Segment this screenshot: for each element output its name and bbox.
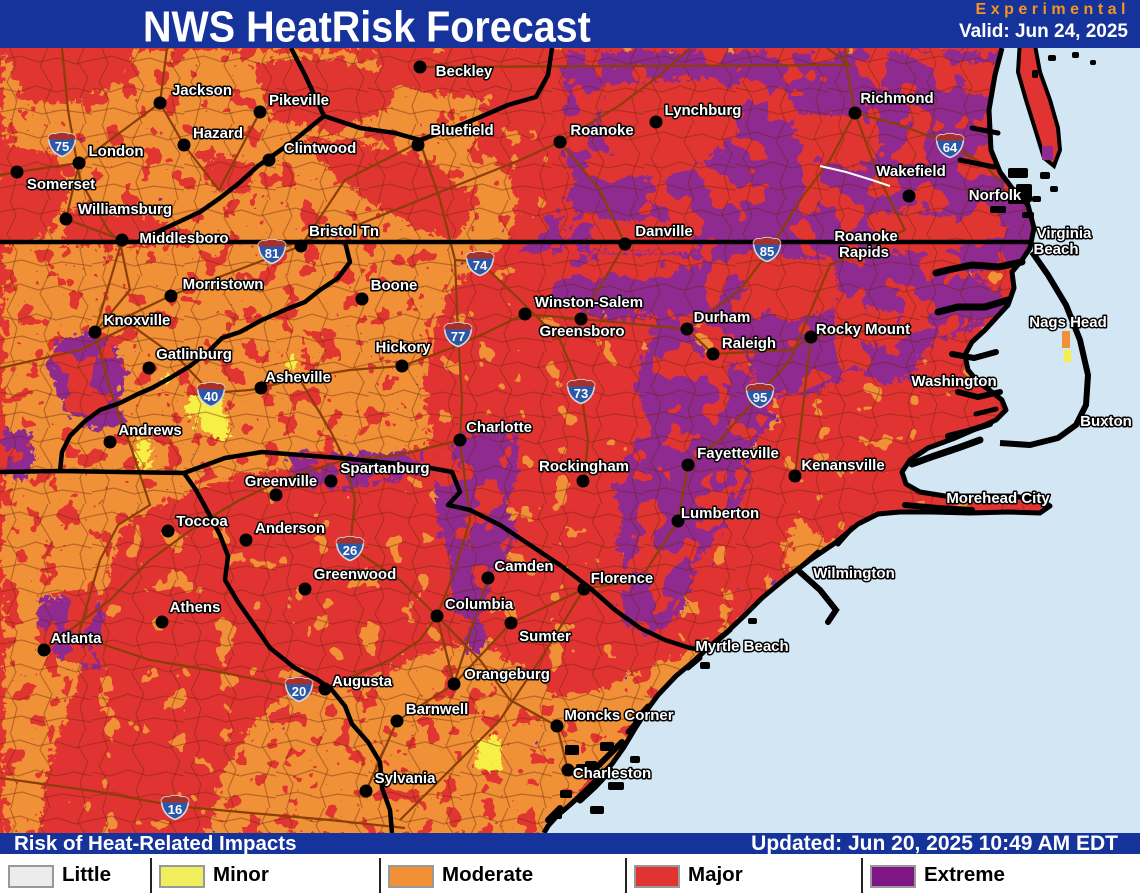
svg-text:Atlanta: Atlanta bbox=[51, 630, 102, 647]
svg-text:Jackson: Jackson bbox=[172, 82, 232, 99]
svg-text:Durham: Durham bbox=[694, 309, 751, 326]
svg-text:20: 20 bbox=[292, 684, 306, 699]
svg-text:Wakefield: Wakefield bbox=[876, 163, 945, 180]
svg-text:Anderson: Anderson bbox=[255, 520, 325, 537]
svg-text:Beckley: Beckley bbox=[436, 63, 493, 80]
svg-text:Charleston: Charleston bbox=[573, 765, 651, 782]
svg-text:Danville: Danville bbox=[635, 223, 693, 240]
svg-text:85: 85 bbox=[760, 244, 774, 259]
svg-text:75: 75 bbox=[55, 139, 69, 154]
svg-text:Wilmington: Wilmington bbox=[813, 565, 895, 582]
svg-text:Sumter: Sumter bbox=[519, 628, 571, 645]
svg-text:Myrtle Beach: Myrtle Beach bbox=[695, 638, 788, 655]
svg-text:Roanoke: Roanoke bbox=[834, 228, 897, 245]
svg-text:Rocky Mount: Rocky Mount bbox=[816, 321, 910, 338]
svg-text:Bluefield: Bluefield bbox=[430, 122, 493, 139]
svg-text:74: 74 bbox=[473, 258, 488, 273]
svg-text:Buxton: Buxton bbox=[1080, 413, 1132, 430]
svg-text:Fayetteville: Fayetteville bbox=[697, 445, 779, 462]
svg-text:Lynchburg: Lynchburg bbox=[665, 102, 742, 119]
svg-text:Middlesboro: Middlesboro bbox=[139, 230, 228, 247]
svg-text:Morehead City: Morehead City bbox=[946, 490, 1050, 507]
svg-text:Sylvania: Sylvania bbox=[375, 770, 437, 787]
svg-text:Greensboro: Greensboro bbox=[539, 323, 624, 340]
svg-text:Andrews: Andrews bbox=[118, 422, 181, 439]
svg-text:Roanoke: Roanoke bbox=[570, 122, 633, 139]
svg-text:Morristown: Morristown bbox=[183, 276, 264, 293]
svg-text:Charlotte: Charlotte bbox=[466, 419, 532, 436]
svg-text:Knoxville: Knoxville bbox=[104, 312, 171, 329]
svg-text:Rapids: Rapids bbox=[839, 244, 889, 261]
svg-text:40: 40 bbox=[204, 389, 218, 404]
svg-text:95: 95 bbox=[753, 390, 767, 405]
svg-text:Greenville: Greenville bbox=[245, 473, 318, 490]
svg-text:London: London bbox=[89, 143, 144, 160]
svg-text:Hickory: Hickory bbox=[375, 339, 431, 356]
svg-text:Pikeville: Pikeville bbox=[269, 92, 329, 109]
svg-text:Rockingham: Rockingham bbox=[539, 458, 629, 475]
svg-text:Clintwood: Clintwood bbox=[284, 140, 356, 157]
svg-text:Orangeburg: Orangeburg bbox=[464, 666, 550, 683]
svg-text:Athens: Athens bbox=[170, 599, 221, 616]
svg-text:Washington: Washington bbox=[911, 373, 996, 390]
svg-text:Gatlinburg: Gatlinburg bbox=[156, 346, 232, 363]
svg-text:Somerset: Somerset bbox=[27, 176, 95, 193]
svg-text:Spartanburg: Spartanburg bbox=[340, 460, 429, 477]
svg-text:77: 77 bbox=[451, 329, 465, 344]
svg-text:Norfolk: Norfolk bbox=[969, 187, 1022, 204]
svg-text:Williamsburg: Williamsburg bbox=[78, 201, 172, 218]
svg-text:Asheville: Asheville bbox=[265, 369, 331, 386]
svg-text:Columbia: Columbia bbox=[445, 596, 514, 613]
svg-text:Toccoa: Toccoa bbox=[176, 513, 228, 530]
svg-text:Barnwell: Barnwell bbox=[406, 701, 469, 718]
svg-text:16: 16 bbox=[168, 802, 182, 817]
svg-text:26: 26 bbox=[343, 543, 357, 558]
svg-text:Richmond: Richmond bbox=[860, 90, 933, 107]
svg-text:73: 73 bbox=[574, 386, 588, 401]
svg-text:Bristol Tn: Bristol Tn bbox=[309, 223, 379, 240]
svg-text:Moncks Corner: Moncks Corner bbox=[564, 707, 673, 724]
svg-text:Winston-Salem: Winston-Salem bbox=[535, 294, 643, 311]
svg-text:Greenwood: Greenwood bbox=[314, 566, 397, 583]
svg-text:Kenansville: Kenansville bbox=[801, 457, 884, 474]
svg-text:Camden: Camden bbox=[494, 558, 553, 575]
svg-text:Florence: Florence bbox=[591, 570, 654, 587]
svg-text:Augusta: Augusta bbox=[332, 673, 393, 690]
svg-text:Virginia: Virginia bbox=[1037, 225, 1092, 242]
svg-text:Beach: Beach bbox=[1033, 241, 1078, 258]
svg-text:Nags Head: Nags Head bbox=[1029, 314, 1107, 331]
svg-text:64: 64 bbox=[943, 140, 958, 155]
svg-text:Boone: Boone bbox=[371, 277, 418, 294]
svg-text:Lumberton: Lumberton bbox=[681, 505, 759, 522]
svg-text:Raleigh: Raleigh bbox=[722, 335, 776, 352]
svg-text:Hazard: Hazard bbox=[193, 125, 243, 142]
svg-text:81: 81 bbox=[265, 246, 279, 261]
